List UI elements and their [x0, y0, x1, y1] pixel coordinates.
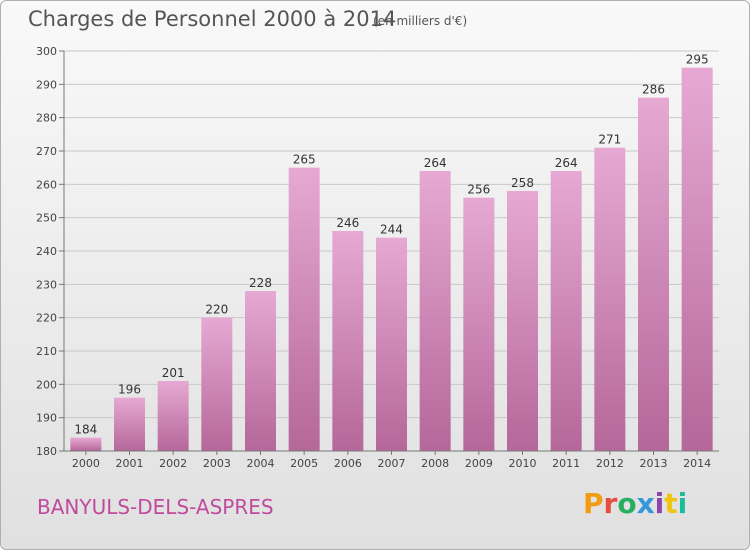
chart-subtitle: (en milliers d'€) [373, 14, 468, 28]
x-tick-label: 2004 [247, 457, 275, 470]
y-tick-label: 190 [36, 412, 57, 425]
bar [376, 237, 407, 451]
bar-value-label: 295 [686, 53, 709, 67]
y-tick-label: 200 [36, 378, 57, 391]
bar-value-label: 258 [511, 176, 534, 190]
x-tick-label: 2009 [465, 457, 493, 470]
x-tick-label: 2013 [640, 457, 668, 470]
bar-value-label: 264 [555, 156, 578, 170]
x-tick-label: 2005 [290, 457, 318, 470]
y-tick-label: 240 [36, 245, 57, 258]
bar-value-label: 220 [205, 303, 228, 317]
x-tick-label: 2006 [334, 457, 362, 470]
x-tick-label: 2002 [159, 457, 187, 470]
y-tick-label: 290 [36, 78, 57, 91]
logo-letter: i [654, 487, 665, 520]
y-tick-label: 300 [36, 45, 57, 58]
commune-name: BANYULS-DELS-ASPRES [37, 495, 274, 519]
y-tick-label: 230 [36, 278, 57, 291]
bar [638, 97, 669, 452]
logo-letter: x [636, 487, 655, 520]
x-tick-label: 2001 [116, 457, 144, 470]
y-tick-label: 180 [36, 445, 57, 458]
bar [70, 437, 102, 451]
x-tick-label: 2010 [509, 457, 537, 470]
bar-value-label: 265 [293, 153, 316, 167]
y-tick-label: 210 [36, 345, 57, 358]
logo-letter: o [617, 487, 637, 520]
bar-value-label: 228 [249, 276, 272, 290]
bar [201, 317, 233, 451]
bar [507, 191, 538, 451]
y-tick-label: 280 [36, 112, 57, 125]
y-tick-label: 260 [36, 178, 57, 191]
y-tick-label: 220 [36, 312, 57, 325]
bar-value-label: 196 [118, 383, 141, 397]
bar [114, 397, 145, 451]
x-tick-label: 2007 [378, 457, 406, 470]
proxiti-logo: Proxiti [583, 487, 687, 520]
bar-value-label: 246 [336, 216, 359, 230]
bar-value-label: 286 [642, 83, 665, 97]
bar [681, 67, 713, 452]
logo-letter: P [583, 487, 604, 520]
x-tick-label: 2003 [203, 457, 231, 470]
bar [463, 197, 495, 451]
bar-value-label: 271 [598, 133, 621, 147]
bar-value-label: 184 [74, 423, 97, 437]
x-tick-label: 2000 [72, 457, 100, 470]
bar [594, 147, 626, 451]
bar [419, 171, 451, 451]
y-tick-label: 250 [36, 212, 57, 225]
x-tick-label: 2008 [421, 457, 449, 470]
x-tick-label: 2011 [552, 457, 580, 470]
bar-value-label: 256 [467, 183, 490, 197]
bars: 184 196 201 220 228 265 246 244 264 256 258 264 271 2… [70, 53, 713, 452]
bar [332, 231, 364, 451]
bar-value-label: 264 [424, 156, 447, 170]
logo-letter: r [603, 487, 618, 520]
x-tick-label: 2012 [596, 457, 624, 470]
logo-letter: t [664, 487, 678, 520]
logo-letter: i [677, 487, 688, 520]
bar [245, 291, 276, 451]
axes: 180 190 200 210 220 230 240 250 260 270 280 290 300 2… [36, 45, 719, 470]
y-tick-label: 270 [36, 145, 57, 158]
x-tick-label: 2014 [683, 457, 711, 470]
bar-value-label: 201 [162, 366, 185, 380]
chart-title: Charges de Personnel 2000 à 2014 [28, 7, 397, 31]
bar [157, 381, 189, 451]
bar [288, 167, 320, 451]
bar [550, 171, 582, 451]
bar-value-label: 244 [380, 223, 403, 237]
